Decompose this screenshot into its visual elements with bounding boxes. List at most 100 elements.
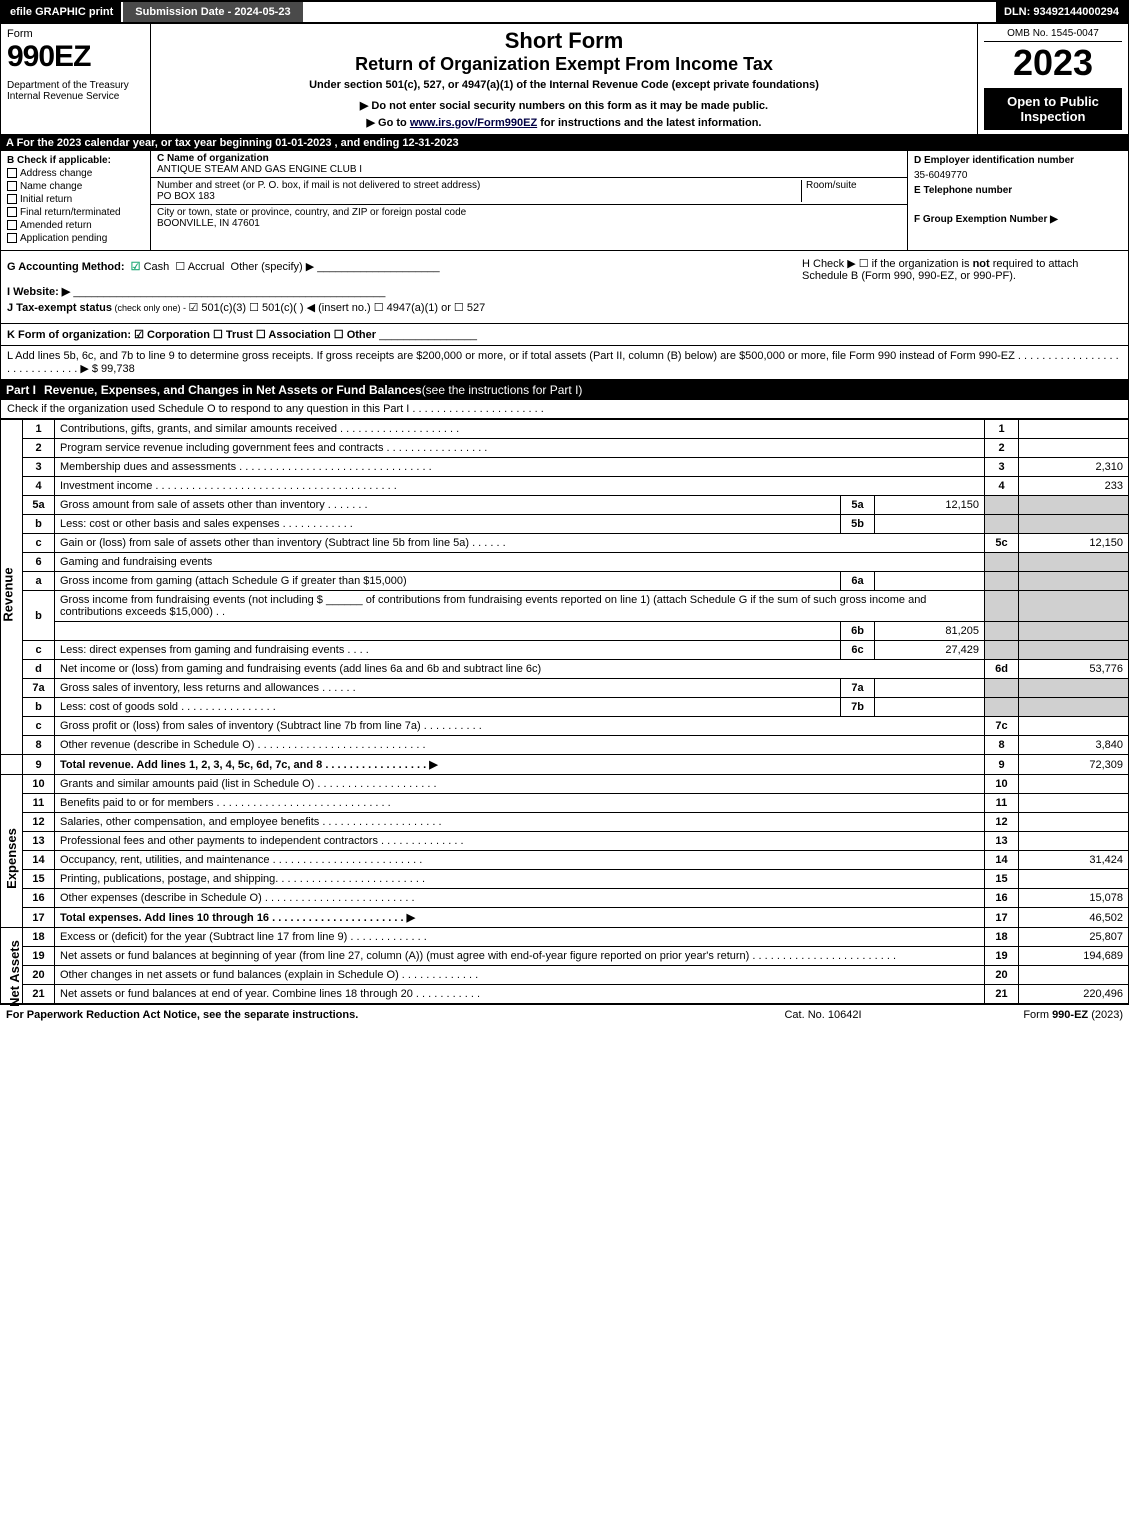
- org-address: PO BOX 183: [157, 191, 215, 202]
- line-11-val: [1019, 794, 1129, 813]
- form-label: Form: [7, 28, 144, 40]
- city-label: City or town, state or province, country…: [157, 207, 466, 218]
- revenue-sidelabel: Revenue: [1, 420, 23, 755]
- line-17-val: 46,502: [1019, 908, 1129, 928]
- line-9-val: 72,309: [1019, 755, 1129, 775]
- subtitle: Under section 501(c), 527, or 4947(a)(1)…: [157, 79, 971, 91]
- line-6b-desc1: Gross income from fundraising events (no…: [55, 591, 985, 622]
- section-d: D Employer identification number 35-6049…: [908, 151, 1128, 250]
- line-5c-desc: Gain or (loss) from sale of assets other…: [55, 534, 985, 553]
- line-13-desc: Professional fees and other payments to …: [55, 832, 985, 851]
- chk-amended[interactable]: Amended return: [7, 220, 144, 231]
- goto-post: for instructions and the latest informat…: [537, 117, 761, 129]
- part-1-label: Part I: [6, 383, 44, 397]
- line-5c-val: 12,150: [1019, 534, 1129, 553]
- section-c: C Name of organization ANTIQUE STEAM AND…: [151, 151, 908, 250]
- line-7a-val: [875, 679, 985, 698]
- info-block: B Check if applicable: Address change Na…: [0, 151, 1129, 251]
- ein-value: 35-6049770: [914, 168, 1122, 183]
- row-a-tax-year: A For the 2023 calendar year, or tax yea…: [0, 135, 1129, 151]
- org-name: ANTIQUE STEAM AND GAS ENGINE CLUB I: [157, 164, 362, 175]
- line-19-desc: Net assets or fund balances at beginning…: [55, 947, 985, 966]
- line-6-desc: Gaming and fundraising events: [55, 553, 985, 572]
- cat-no: Cat. No. 10642I: [723, 1009, 923, 1021]
- line-17-desc: Total expenses. Add lines 10 through 16 …: [55, 908, 985, 928]
- goto-pre: ▶ Go to: [367, 117, 410, 129]
- lines-table: Revenue 1 Contributions, gifts, grants, …: [0, 419, 1129, 1004]
- section-l: L Add lines 5b, 6c, and 7b to line 9 to …: [0, 346, 1129, 380]
- page-footer: For Paperwork Reduction Act Notice, see …: [0, 1004, 1129, 1025]
- form-ref: Form 990-EZ (2023): [923, 1009, 1123, 1021]
- group-exemption-label: F Group Exemption Number ▶: [914, 214, 1058, 225]
- section-i: I Website: ▶ ___________________________…: [7, 285, 1122, 298]
- line-7b-desc: Less: cost of goods sold . . . . . . . .…: [55, 698, 841, 717]
- line-7b-val: [875, 698, 985, 717]
- gross-receipts: 99,738: [101, 363, 135, 375]
- line-16-desc: Other expenses (describe in Schedule O) …: [55, 889, 985, 908]
- irs-link[interactable]: www.irs.gov/Form990EZ: [410, 117, 537, 129]
- room-label: Room/suite: [806, 180, 857, 191]
- chk-final-return[interactable]: Final return/terminated: [7, 207, 144, 218]
- line-6b-val: 81,205: [875, 622, 985, 641]
- chk-app-pending[interactable]: Application pending: [7, 233, 144, 244]
- line-3-desc: Membership dues and assessments . . . . …: [55, 458, 985, 477]
- line-10-desc: Grants and similar amounts paid (list in…: [55, 775, 985, 794]
- line-5b-val: [875, 515, 985, 534]
- section-b: B Check if applicable: Address change Na…: [1, 151, 151, 250]
- line-9-desc: Total revenue. Add lines 1, 2, 3, 4, 5c,…: [55, 755, 985, 775]
- line-4-val: 233: [1019, 477, 1129, 496]
- line-13-val: [1019, 832, 1129, 851]
- goto-note: ▶ Go to www.irs.gov/Form990EZ for instru…: [157, 116, 971, 129]
- line-11-desc: Benefits paid to or for members . . . . …: [55, 794, 985, 813]
- line-14-val: 31,424: [1019, 851, 1129, 870]
- line-16-val: 15,078: [1019, 889, 1129, 908]
- chk-initial-return[interactable]: Initial return: [7, 194, 144, 205]
- open-public-badge: Open to Public Inspection: [984, 88, 1122, 130]
- netassets-sidelabel: Net Assets: [1, 928, 23, 1004]
- line-6a-val: [875, 572, 985, 591]
- line-6d-desc: Net income or (loss) from gaming and fun…: [55, 660, 985, 679]
- ssn-warning: ▶ Do not enter social security numbers o…: [157, 99, 971, 112]
- omb-number: OMB No. 1545-0047: [984, 28, 1122, 42]
- line-1-val: [1019, 420, 1129, 439]
- line-12-val: [1019, 813, 1129, 832]
- section-j: J Tax-exempt status (check only one) - ☑…: [7, 301, 1122, 314]
- chk-address-change[interactable]: Address change: [7, 168, 144, 179]
- line-2-desc: Program service revenue including govern…: [55, 439, 985, 458]
- line-14-desc: Occupancy, rent, utilities, and maintena…: [55, 851, 985, 870]
- line-19-val: 194,689: [1019, 947, 1129, 966]
- paperwork-notice: For Paperwork Reduction Act Notice, see …: [6, 1009, 723, 1021]
- form-header: Form 990EZ Department of the Treasury In…: [0, 24, 1129, 135]
- line-7a-desc: Gross sales of inventory, less returns a…: [55, 679, 841, 698]
- form-number: 990EZ: [7, 40, 144, 74]
- tax-year: 2023: [984, 42, 1122, 84]
- org-city: BOONVILLE, IN 47601: [157, 218, 260, 229]
- section-h: H Check ▶ ☐ if the organization is not r…: [802, 257, 1122, 282]
- line-15-val: [1019, 870, 1129, 889]
- line-8-val: 3,840: [1019, 736, 1129, 755]
- part-1-check: Check if the organization used Schedule …: [0, 400, 1129, 419]
- line-6c-desc: Less: direct expenses from gaming and fu…: [55, 641, 841, 660]
- line-3-val: 2,310: [1019, 458, 1129, 477]
- part-1-header: Part I Revenue, Expenses, and Changes in…: [0, 380, 1129, 400]
- title-return: Return of Organization Exempt From Incom…: [157, 54, 971, 75]
- dept-label: Department of the Treasury Internal Reve…: [7, 80, 144, 102]
- line-5b-desc: Less: cost or other basis and sales expe…: [55, 515, 841, 534]
- section-k: K Form of organization: ☑ Corporation ☐ …: [0, 324, 1129, 346]
- line-7c-val: [1019, 717, 1129, 736]
- line-18-val: 25,807: [1019, 928, 1129, 947]
- line-10-val: [1019, 775, 1129, 794]
- addr-label: Number and street (or P. O. box, if mail…: [157, 180, 480, 191]
- efile-label: efile GRAPHIC print: [2, 2, 121, 22]
- top-bar: efile GRAPHIC print Submission Date - 20…: [0, 0, 1129, 24]
- line-5a-val: 12,150: [875, 496, 985, 515]
- line-7c-desc: Gross profit or (loss) from sales of inv…: [55, 717, 985, 736]
- line-21-val: 220,496: [1019, 985, 1129, 1004]
- line-15-desc: Printing, publications, postage, and shi…: [55, 870, 985, 889]
- line-8-desc: Other revenue (describe in Schedule O) .…: [55, 736, 985, 755]
- line-18-desc: Excess or (deficit) for the year (Subtra…: [55, 928, 985, 947]
- line-6c-val: 27,429: [875, 641, 985, 660]
- line-4-desc: Investment income . . . . . . . . . . . …: [55, 477, 985, 496]
- line-2-val: [1019, 439, 1129, 458]
- chk-name-change[interactable]: Name change: [7, 181, 144, 192]
